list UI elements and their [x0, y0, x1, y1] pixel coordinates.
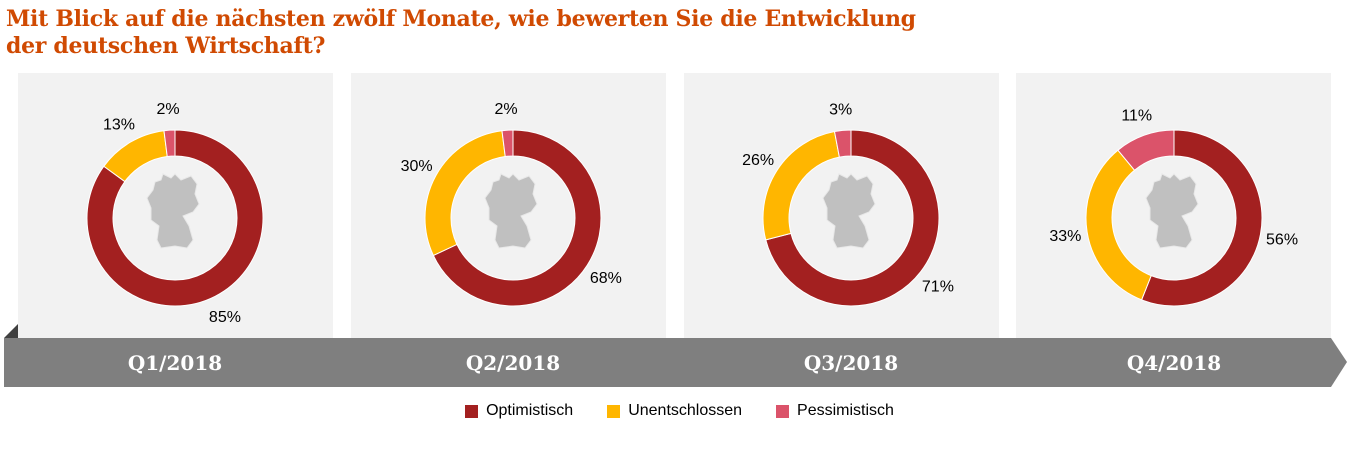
data-label: 33% [1049, 228, 1081, 245]
legend-label: Unentschlossen [628, 402, 743, 419]
quarter-label: Q4/2018 [1127, 351, 1221, 375]
legend-label: Pessimistisch [797, 402, 894, 419]
banner-fold [4, 324, 18, 338]
legend-item-unentschlossen: Unentschlossen [607, 402, 742, 420]
donut-segment-pessimistisch [163, 129, 176, 158]
donut-segment-optimistisch [1140, 129, 1263, 307]
quarter-label: Q2/2018 [466, 351, 560, 375]
germany-map-icon [1145, 173, 1199, 249]
quarter-label: Q3/2018 [804, 351, 898, 375]
title-line-2: der deutschen Wirtschaft? [6, 33, 326, 59]
title-line-1: Mit Blick auf die nächsten zwölf Monate,… [6, 6, 916, 32]
data-label: 56% [1266, 232, 1298, 249]
legend-item-pessimistisch: Pessimistisch [776, 402, 894, 420]
legend-label: Optimistisch [486, 402, 574, 419]
data-label: 85% [209, 309, 241, 326]
legend-swatch [607, 404, 621, 418]
data-label: 3% [829, 101, 852, 118]
data-label: 30% [401, 158, 433, 175]
germany-map-icon [146, 173, 200, 249]
data-label: 68% [590, 270, 622, 287]
legend-swatch [465, 404, 479, 418]
chart-title: Mit Blick auf die nächsten zwölf Monate,… [6, 6, 916, 60]
data-label: 13% [103, 116, 135, 133]
data-label: 2% [495, 101, 518, 118]
legend-swatch [776, 404, 790, 418]
donut-segment-pessimistisch [833, 129, 852, 158]
germany-map-icon [484, 173, 538, 249]
germany-map-icon [822, 173, 876, 249]
donut-segment-optimistisch [765, 129, 940, 307]
data-label: 2% [157, 101, 180, 118]
legend-item-optimistisch: Optimistisch [465, 402, 573, 420]
timeline-banner [4, 338, 1347, 387]
legend: Optimistisch Unentschlossen Pessimistisc… [0, 402, 1359, 420]
data-label: 11% [1121, 108, 1152, 125]
donut-segment-pessimistisch [501, 129, 514, 158]
donut-segment-unentschlossen [762, 130, 840, 241]
donut-segment-unentschlossen [1085, 149, 1152, 301]
donut-segment-optimistisch [432, 129, 602, 307]
donut-segment-optimistisch [86, 129, 264, 307]
donut-segment-pessimistisch [1117, 129, 1175, 171]
data-label: 26% [742, 152, 774, 169]
quarter-label: Q1/2018 [128, 351, 222, 375]
data-label: 71% [922, 278, 954, 295]
